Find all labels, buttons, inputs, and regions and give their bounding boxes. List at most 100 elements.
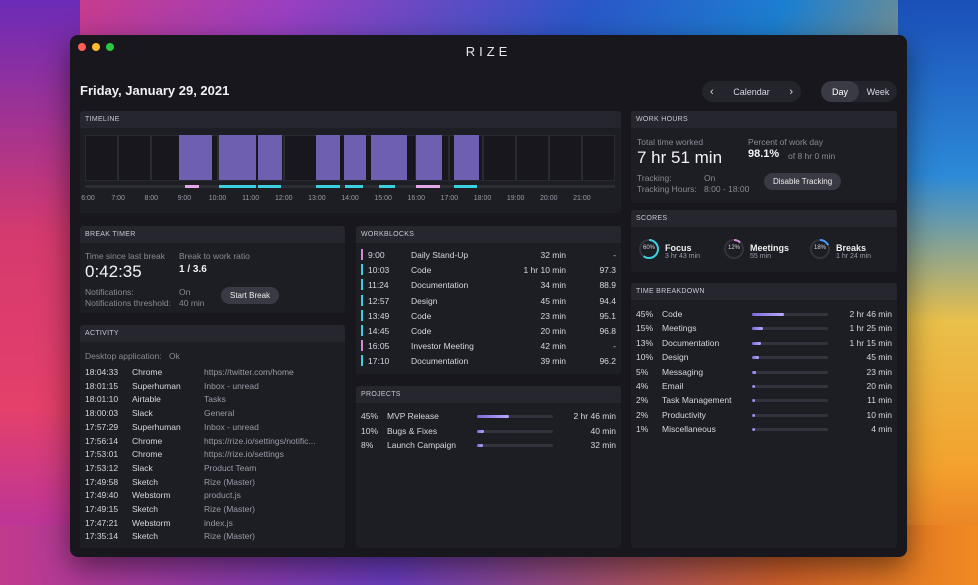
project-progress-bar [477,444,553,447]
breakdown-row[interactable]: 10% Design 45 min [636,351,892,364]
activity-row[interactable]: 18:01:15 Superhuman Inbox - unread [85,381,340,393]
workblock-row[interactable]: 10:03 Code 1 hr 10 min 97.3 [361,263,616,276]
timeline-hour-label: 10:00 [208,195,227,202]
breaks-ring: 18% [809,238,831,265]
activity-row[interactable]: 17:47:21 Webstorm index.js [85,518,340,530]
tab-day[interactable]: Day [821,81,859,102]
since-break-value: 0:42:35 [85,262,142,281]
start-break-button[interactable]: Start Break [221,287,280,304]
timeline-activity-block[interactable] [179,135,212,180]
focus-ring-arc [639,239,659,259]
timeline-activity-block[interactable] [258,135,282,180]
timeline-hour-label: 16:00 [407,195,426,202]
workblock-time: 13:49 [368,310,390,321]
activity-time: 17:35:14 [85,531,119,542]
activity-row[interactable]: 17:57:29 Superhuman Inbox - unread [85,422,340,434]
score-focus[interactable]: 60% Focus 3 hr 43 min [638,238,700,265]
breakdown-progress-bar [752,356,828,360]
timeline-hour-label: 19:00 [506,195,525,202]
project-duration: 40 min [590,425,616,436]
workblock-row[interactable]: 13:49 Code 23 min 95.1 [361,309,616,322]
workblock-name: Documentation [411,280,469,291]
workblock-time: 10:03 [368,265,390,276]
activity-row[interactable]: 17:56:14 Chrome https://rize.io/settings/n… [85,436,340,448]
timeline-cell [118,135,152,181]
activity-row[interactable]: 18:01:10 Airtable Tasks [85,394,340,406]
break-timer-panel: BREAK TIMER Time since last break 0:42:3… [80,226,345,313]
project-row[interactable]: 8% Launch Campaign 32 min [361,439,616,452]
timeline-hour-label: 7:00 [111,195,125,202]
activity-row[interactable]: 18:04:33 Chrome https://twitter.com/home [85,367,340,379]
score-meetings[interactable]: 12% Meetings 55 min [723,238,789,265]
activity-row[interactable]: 17:49:40 Webstorm product.js [85,490,340,502]
activity-detail: https://twitter.com/home [204,367,294,377]
workblock-row[interactable]: 16:05 Investor Meeting 42 min - [361,339,616,352]
workblock-row[interactable]: 12:57 Design 45 min 94.4 [361,294,616,307]
breakdown-duration: 23 min [866,366,892,377]
activity-time: 17:49:15 [85,504,119,514]
breakdown-duration: 2 hr 46 min [849,309,892,319]
timeline-activity-block[interactable] [344,135,366,180]
time-breakdown-header: TIME BREAKDOWN [631,283,897,300]
breakdown-row[interactable]: 15% Meetings 1 hr 25 min [636,322,892,335]
workblock-row[interactable]: 14:45 Code 20 min 96.8 [361,324,616,337]
breakdown-row[interactable]: 13% Documentation 1 hr 15 min [636,337,892,350]
workblock-row[interactable]: 17:10 Documentation 39 min 96.2 [361,354,616,367]
breakdown-progress-fill [752,341,762,345]
breakdown-row[interactable]: 1% Miscellaneous 4 min [636,423,892,436]
activity-row[interactable]: 17:49:58 Sketch Rize (Master) [85,477,340,489]
activity-app: Webstorm [132,517,171,528]
calendar-button[interactable]: Calendar [733,86,770,97]
breakdown-name: Email [662,381,684,391]
desktop-wallpaper-left [0,0,80,585]
workblock-duration: 1 hr 10 min [523,265,566,276]
breakdown-progress-fill [752,385,755,388]
timeline-activity-block[interactable] [454,135,479,180]
chevron-left-icon[interactable]: ‹ [710,85,714,98]
project-duration: 2 hr 46 min [573,411,616,421]
workblock-row[interactable]: 11:24 Documentation 34 min 88.9 [361,278,616,291]
chevron-right-icon[interactable]: › [789,85,793,98]
workblock-duration: 32 min [540,250,566,260]
workblock-row[interactable]: 9:00 Daily Stand-Up 32 min - [361,248,616,261]
title-bar: RIZE [70,35,907,67]
minimize-window-button[interactable] [92,43,100,51]
activity-row[interactable]: 17:49:15 Sketch Rize (Master) [85,504,340,516]
breakdown-row[interactable]: 2% Productivity 10 min [636,409,892,422]
workblock-score: - [613,250,616,260]
project-row[interactable]: 10% Bugs & Fixes 40 min [361,425,616,438]
timeline-cell [283,135,317,181]
score-breaks[interactable]: 18% Breaks 1 hr 24 min [809,238,871,265]
project-row[interactable]: 45% MVP Release 2 hr 46 min [361,410,616,423]
percent-workday-of: of 8 hr 0 min [788,151,836,161]
activity-row[interactable]: 17:53:12 Slack Product Team [85,463,340,475]
activity-row[interactable]: 18:00:03 Slack General [85,408,340,420]
breakdown-progress-fill [752,428,755,432]
maximize-window-button[interactable] [106,43,114,51]
activity-app: Chrome [132,435,163,446]
breakdown-row[interactable]: 45% Code 2 hr 46 min [636,308,892,321]
breakdown-row[interactable]: 4% Email 20 min [636,380,892,393]
timeline-activity-block[interactable] [316,135,340,180]
activity-row[interactable]: 17:53:01 Chrome https://rize.io/settings [85,449,340,461]
timeline-hour-labels: 6:00 7:00 8:00 9:00 10:00 11:00 12:00 13:00 14:0… [81,195,615,205]
breakdown-progress-fill [752,399,755,403]
activity-app: Sketch [132,531,158,542]
tab-week[interactable]: Week [866,86,890,97]
workblock-name: Documentation [411,356,469,367]
disable-tracking-button[interactable]: Disable Tracking [764,173,842,190]
timeline-activity-block[interactable] [416,135,442,180]
workblock-name: Code [411,326,432,336]
breakdown-row[interactable]: 2% Task Management 11 min [636,394,892,407]
close-window-button[interactable] [78,43,86,51]
breaks-pct: 18% [813,245,826,251]
activity-row[interactable]: 17:35:14 Sketch Rize (Master) [85,531,340,543]
timeline-focus-segment [345,185,363,188]
activity-detail: Tasks [204,394,226,405]
timeline-activity-block[interactable] [371,135,407,180]
timeline-activity-block[interactable] [219,135,256,180]
workblock-name: Design [411,295,438,306]
project-name: Bugs & Fixes [387,425,438,436]
timeline-hour-label: 15:00 [374,195,392,202]
breakdown-row[interactable]: 5% Messaging 23 min [636,366,892,379]
